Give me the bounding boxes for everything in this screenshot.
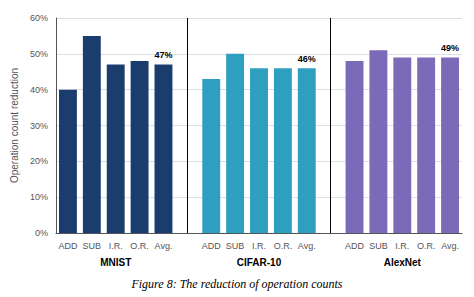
svg-text:ADD: ADD bbox=[345, 241, 365, 251]
svg-text:I.R.: I.R. bbox=[395, 241, 409, 251]
svg-text:40%: 40% bbox=[30, 85, 48, 95]
svg-text:ADD: ADD bbox=[202, 241, 222, 251]
svg-text:0%: 0% bbox=[35, 228, 48, 238]
svg-text:SUB: SUB bbox=[369, 241, 388, 251]
svg-text:AlexNet: AlexNet bbox=[384, 257, 422, 268]
svg-text:47%: 47% bbox=[154, 50, 172, 60]
svg-text:O.R.: O.R. bbox=[417, 241, 436, 251]
svg-text:O.R.: O.R. bbox=[274, 241, 293, 251]
svg-text:MNIST: MNIST bbox=[100, 257, 131, 268]
svg-text:Operation count reduction: Operation count reduction bbox=[9, 68, 20, 183]
svg-text:20%: 20% bbox=[30, 156, 48, 166]
svg-text:49%: 49% bbox=[441, 43, 459, 53]
svg-text:I.R.: I.R. bbox=[109, 241, 123, 251]
svg-text:SUB: SUB bbox=[226, 241, 245, 251]
svg-text:O.R.: O.R. bbox=[130, 241, 149, 251]
svg-text:CIFAR-10: CIFAR-10 bbox=[237, 257, 282, 268]
svg-text:Avg.: Avg. bbox=[298, 241, 316, 251]
svg-text:30%: 30% bbox=[30, 121, 48, 131]
svg-text:46%: 46% bbox=[298, 54, 316, 64]
svg-text:10%: 10% bbox=[30, 192, 48, 202]
svg-text:I.R.: I.R. bbox=[252, 241, 266, 251]
svg-text:50%: 50% bbox=[30, 49, 48, 59]
svg-text:Figure 8: The reduction of ope: Figure 8: The reduction of operation cou… bbox=[130, 277, 342, 291]
svg-text:ADD: ADD bbox=[58, 241, 78, 251]
svg-text:Avg.: Avg. bbox=[155, 241, 173, 251]
svg-text:Avg.: Avg. bbox=[441, 241, 459, 251]
svg-text:SUB: SUB bbox=[83, 241, 102, 251]
svg-text:60%: 60% bbox=[30, 13, 48, 23]
